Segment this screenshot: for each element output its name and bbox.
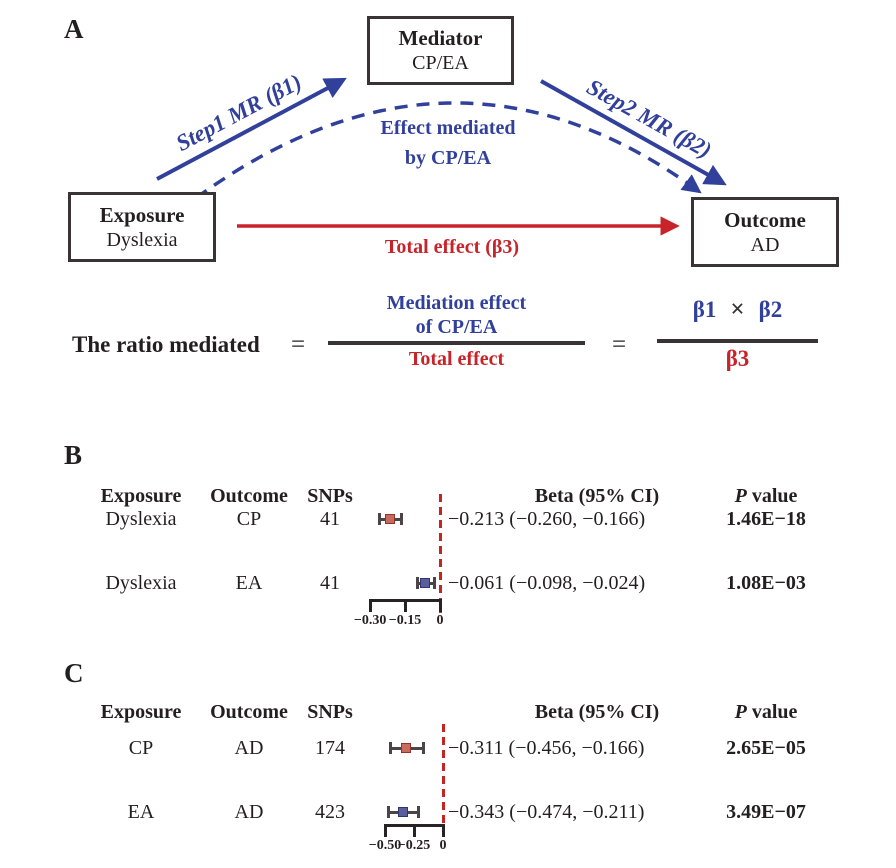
forest-cell-beta-ci: −0.311 (−0.456, −0.166) [448, 737, 645, 759]
axis-tick [438, 599, 442, 612]
ci-cap-right [399, 513, 403, 525]
panel-c-column-header-exposure: Exposure [100, 701, 182, 723]
forest-cell-pvalue: 1.08E−03 [726, 572, 806, 594]
mediated-effect-label-line1: Effect mediated [380, 117, 516, 139]
panel-b-label: B [64, 440, 83, 470]
mediation-effect-text: Mediation effect [386, 292, 527, 314]
forest-cell-outcome: EA [235, 572, 263, 594]
axis-tick-label: −0.25 [397, 838, 431, 853]
forest-cell-exposure: EA [127, 801, 155, 823]
mediated-effect-label-line2: by CP/EA [404, 147, 492, 169]
beta1-symbol: β1 [692, 297, 717, 322]
total-effect-denominator: Total effect [408, 348, 505, 370]
axis-tick-label: −0.50 [368, 838, 402, 853]
panel-a-label: A [64, 14, 84, 44]
fraction-mediation-numerator: Mediation effect of CP/EA [328, 291, 585, 339]
axis-tick [403, 599, 407, 612]
axis-tick-label: 0 [439, 838, 447, 853]
axis-tick [368, 599, 372, 612]
forest-cell-pvalue: 1.46E−18 [726, 508, 806, 530]
ci-cap-right [422, 742, 426, 754]
fraction-mediation: Mediation effect of CP/EA Total effect [328, 291, 585, 371]
p-rest: value [751, 485, 798, 507]
panel-c-column-header-beta-ci: Beta (95% CI) [534, 701, 660, 723]
p-italic: P [734, 485, 747, 507]
ci-cap-right [432, 577, 436, 589]
axis-tick-label: −0.30 [353, 613, 387, 628]
exposure-box-subtitle: Dyslexia [106, 228, 178, 251]
forest-cell-pvalue: 2.65E−05 [726, 737, 806, 759]
forest-cell-snps: 174 [315, 737, 345, 759]
mediated-dashed-arrow [194, 101, 702, 200]
step1-arrow [156, 77, 347, 181]
mediator-box-title: Mediator [398, 26, 483, 50]
step2-arrow [540, 79, 727, 186]
beta-point-marker [420, 577, 431, 588]
forest-cell-exposure: Dyslexia [105, 572, 177, 594]
panel-b-column-header-exposure: Exposure [100, 485, 182, 507]
panel-b-column-header-snps: SNPs [307, 485, 353, 507]
panel-b-column-header-beta-ci: Beta (95% CI) [534, 485, 660, 507]
axis-tick-label: 0 [436, 613, 444, 628]
equals-sign-2: = [612, 331, 627, 358]
exposure-box-title: Exposure [99, 202, 185, 227]
panel-b-column-header-outcome: Outcome [210, 485, 288, 507]
fraction-betas-numerator: β1 × β2 [657, 296, 818, 330]
equation-lhs: The ratio mediated [72, 332, 260, 357]
mediated-effect-label: Effect mediated by CP/EA [381, 113, 516, 173]
zero-effect-dashed-line [438, 494, 442, 613]
axis-tick [383, 824, 387, 837]
beta2-symbol: β2 [758, 297, 783, 322]
outcome-box-subtitle: AD [750, 233, 780, 256]
multiply-sign: × [730, 296, 745, 323]
mediation-arrows-svg [156, 77, 727, 236]
ci-cap-left [377, 513, 381, 525]
forest-cell-snps: 423 [315, 801, 345, 823]
forest-cell-outcome: AD [234, 801, 264, 823]
ci-cap-left [388, 742, 392, 754]
forest-cell-outcome: CP [236, 508, 262, 530]
forest-cell-snps: 41 [320, 572, 340, 594]
outcome-box-title: Outcome [724, 207, 806, 232]
equals-sign-1: = [291, 331, 306, 358]
beta-point-marker [384, 513, 395, 524]
fraction-betas: β1 × β2 β3 [657, 296, 818, 372]
beta3-denominator: β3 [725, 346, 750, 371]
ci-cap-left [415, 577, 419, 589]
axis-tick [412, 824, 416, 837]
of-cp-ea-text: of CP/EA [415, 316, 498, 338]
forest-cell-beta-ci: −0.343 (−0.474, −0.211) [448, 801, 645, 823]
forest-cell-outcome: AD [234, 737, 264, 759]
p-rest: value [751, 701, 798, 723]
mediator-box: Mediator CP/EA [367, 16, 514, 85]
forest-cell-beta-ci: −0.213 (−0.260, −0.166) [448, 508, 646, 530]
fraction-bar [328, 341, 585, 345]
zero-effect-dashed-line [441, 724, 445, 838]
axis-tick [441, 824, 445, 837]
ci-cap-right [417, 806, 421, 818]
forest-cell-pvalue: 3.49E−07 [726, 801, 806, 823]
forest-cell-exposure: CP [128, 737, 154, 759]
beta-point-marker [397, 806, 408, 817]
forest-cell-snps: 41 [320, 508, 340, 530]
outcome-box: Outcome AD [691, 197, 839, 267]
beta-point-marker [401, 742, 412, 753]
panel-c-column-header-snps: SNPs [307, 701, 353, 723]
total-effect-label: Total effect (β3) [384, 236, 520, 258]
mediator-box-subtitle: CP/EA [412, 52, 469, 74]
forest-cell-beta-ci: −0.061 (−0.098, −0.024) [448, 572, 646, 594]
forest-cell-exposure: Dyslexia [105, 508, 177, 530]
ci-cap-left [386, 806, 390, 818]
exposure-box: Exposure Dyslexia [68, 192, 216, 262]
fraction-bar [657, 339, 818, 343]
panel-c-label: C [64, 658, 84, 688]
axis-tick-label: −0.15 [388, 613, 422, 628]
p-italic: P [734, 701, 747, 723]
panel-c-column-header-outcome: Outcome [210, 701, 288, 723]
